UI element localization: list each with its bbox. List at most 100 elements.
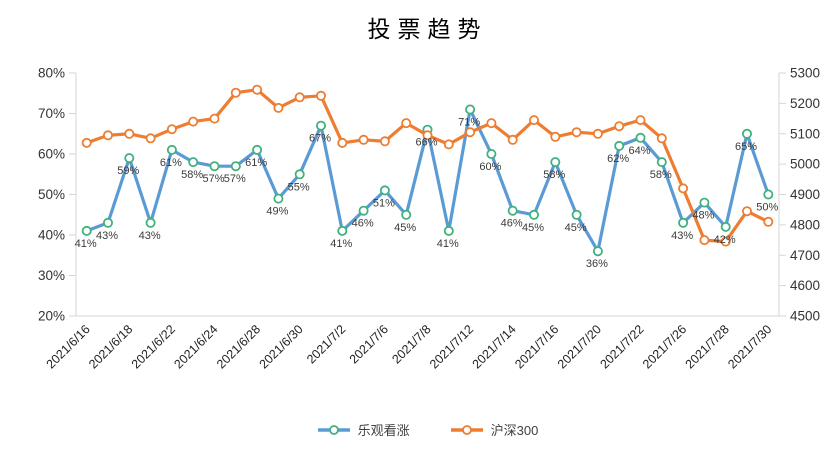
data-point [315,120,326,131]
data-point [294,169,305,180]
data-point-label: 61% [160,157,182,169]
data-point [486,148,497,159]
x-tick-label: 2021/7/28 [683,322,732,371]
data-point [315,90,326,101]
data-point [124,153,135,164]
data-point [699,235,710,246]
data-point-label: 60% [479,161,501,173]
data-point [571,209,582,220]
chart-title: 投票趋势 [367,17,488,43]
x-axis-labels: 2021/6/162021/6/182021/6/222021/6/242021… [44,322,775,371]
legend-label-csi300: 沪深300 [490,423,539,438]
y-right-tick-label: 5300 [790,66,820,81]
y-left-tick-label: 40% [38,228,65,243]
data-point [337,225,348,236]
legend-item-optimistic[interactable]: 乐观看涨 [317,420,410,439]
data-point [358,205,369,216]
blue-line-marker-icon [317,424,350,435]
data-point [443,139,454,150]
data-point-label: 58% [650,169,672,181]
data-point [252,144,263,155]
y-left-tick-label: 80% [38,66,65,81]
data-point [188,116,199,127]
y-right-tick-label: 4800 [790,217,820,232]
data-point-label: 43% [96,230,118,242]
data-point-label: 46% [352,218,374,230]
y-axis-right: 5300 5200 5100 5000 4900 4800 4700 4600 4500 [779,66,820,324]
data-point [465,104,476,115]
data-point-label: 61% [245,157,267,169]
data-point-label: 57% [224,173,246,185]
y-left-tick-label: 50% [38,187,65,202]
legend-item-csi300[interactable]: 沪深300 [450,420,539,439]
data-point-label: 43% [139,230,161,242]
data-point [443,225,454,236]
data-point [337,137,348,148]
data-point-label: 42% [714,234,736,246]
data-point [230,161,241,172]
y-left-tick-label: 30% [38,268,65,283]
data-point [529,115,540,126]
data-point [742,128,753,139]
data-point-label: 57% [202,173,224,185]
data-point-label: 41% [437,238,459,250]
data-point-label: 41% [75,238,97,250]
data-point [550,131,561,142]
data-point [145,217,156,228]
axes [69,73,786,317]
data-point-label: 65% [735,141,757,153]
data-point [465,127,476,138]
chart-legend: 乐观看涨 沪深300 [76,420,779,439]
data-point-label: 49% [266,206,288,218]
data-point-label: 45% [522,222,544,234]
y-right-tick-label: 5200 [790,96,820,111]
data-point [103,217,114,228]
data-point-label: 71% [458,117,480,129]
x-tick-label: 2021/7/20 [555,322,604,371]
series-line-csi300 [85,88,770,244]
x-tick-label: 2021/7/2 [304,322,348,366]
data-point [507,134,518,145]
data-point [656,133,667,144]
data-point-label: 51% [373,197,395,209]
x-tick-label: 2021/7/8 [389,322,433,366]
data-point [209,161,220,172]
series-markers-csi300 [81,84,774,247]
x-tick-label: 2021/7/16 [512,322,561,371]
data-point-label: 58% [543,169,565,181]
data-point [103,130,114,141]
y-axis-left: 80% 70% 60% 50% 40% 30% 20% [38,66,76,324]
legend-label-optimistic: 乐观看涨 [357,423,410,438]
data-point-label: 50% [756,202,778,214]
y-right-tick-label: 4700 [790,248,820,263]
data-point-label: 64% [628,145,650,157]
series-data-labels: 41%43%59%43%61%58% 57% 57%61%49%55%67%41%4… [75,117,779,271]
data-point [209,113,220,124]
data-point-label: 48% [692,210,714,222]
y-right-tick-label: 5000 [790,157,820,172]
data-point [188,157,199,168]
data-point-label: 62% [607,153,629,165]
x-tick-label: 2021/7/6 [347,322,391,366]
data-point [699,197,710,208]
data-point-label: 43% [671,230,693,242]
data-point [635,115,646,126]
data-point [294,92,305,103]
data-point [252,84,263,95]
data-point [81,137,92,148]
x-tick-label: 2021/6/24 [171,322,220,371]
data-point [273,193,284,204]
data-point-label: 46% [501,218,523,230]
y-right-tick-label: 5100 [790,126,820,141]
data-point-label: 36% [586,258,608,270]
data-point [592,128,603,139]
data-point [614,121,625,132]
data-point [720,221,731,232]
data-point [401,118,412,129]
y-left-tick-label: 70% [38,106,65,121]
x-tick-label: 2021/7/22 [597,322,646,371]
data-point-label: 55% [288,181,310,193]
x-tick-label: 2021/7/12 [427,322,476,371]
